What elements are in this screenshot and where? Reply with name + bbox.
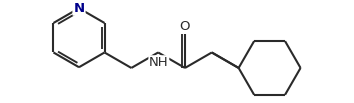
Text: N: N: [73, 2, 85, 15]
Text: O: O: [180, 19, 190, 33]
Text: NH: NH: [149, 56, 169, 69]
